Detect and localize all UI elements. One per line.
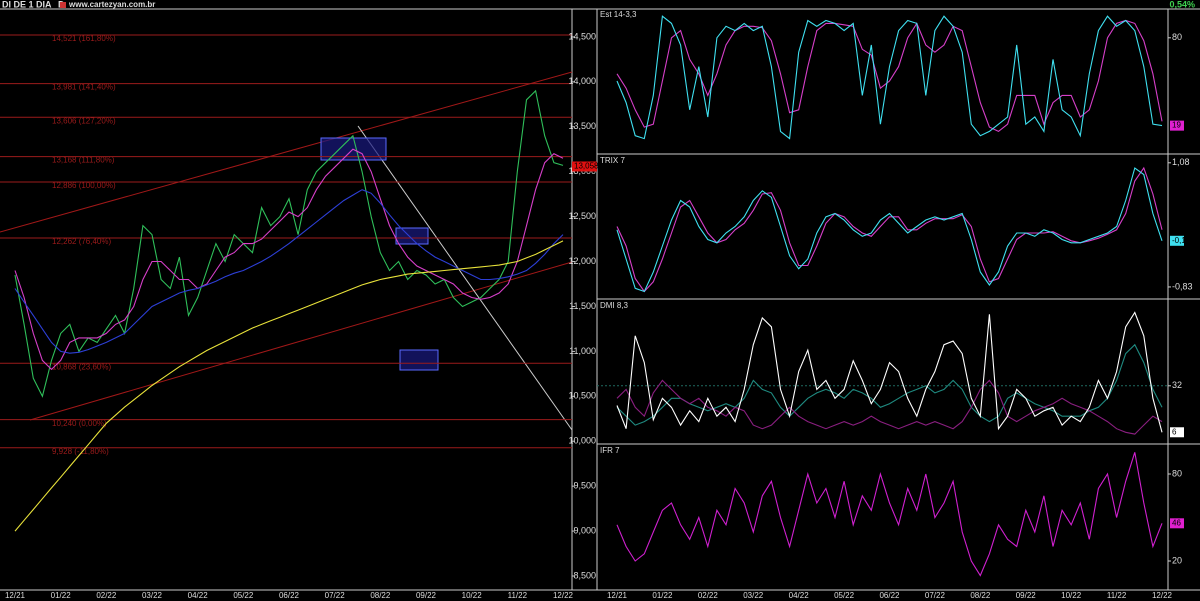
fib-label: 10,868 (23,60%) (52, 362, 111, 371)
x-tick-label: 02/22 (96, 591, 117, 600)
y-tick-label: 10,500 (568, 391, 596, 401)
x-tick-label: 02/22 (698, 591, 719, 600)
x-tick-label: 08/22 (970, 591, 991, 600)
y-tick-label: 32 (1172, 380, 1182, 390)
panel-title: TRIX 7 (600, 156, 625, 165)
x-tick-label: 11/22 (1107, 591, 1127, 600)
site-icon (60, 2, 66, 8)
value-marker-label: 46 (1172, 518, 1181, 527)
x-tick-label: 11/22 (508, 591, 528, 600)
x-tick-label: 12/21 (5, 591, 26, 600)
site: www.cartezyan.com.br (68, 0, 155, 9)
series-line (616, 167, 1163, 293)
series-line (616, 311, 1163, 433)
y-tick-label: 8,500 (573, 570, 596, 580)
x-tick-label: 06/22 (279, 591, 300, 600)
series-line (616, 19, 1163, 133)
fib-label: 14,521 (161,80%) (52, 34, 116, 43)
drawings (0, 34, 1168, 449)
y-tick-label: 20 (1172, 555, 1182, 565)
x-tick-label: 09/22 (416, 591, 437, 600)
series-line (14, 89, 564, 398)
y-tick-label: 10,000 (568, 436, 596, 446)
y-tick-label: 13,500 (568, 121, 596, 131)
y-tick-label: -0,83 (1172, 281, 1193, 291)
value-marker (1170, 427, 1184, 438)
fib-label: 10,240 (0,00%) (52, 419, 107, 428)
change: 0,54% (1169, 0, 1195, 9)
panel-title: Est 14-3,3 (600, 10, 637, 19)
fib-label: 12,262 (76,40%) (52, 237, 111, 246)
panel-title: IFR 7 (600, 446, 620, 455)
series-line (14, 240, 564, 532)
fib-label: 13,606 (127,20%) (52, 116, 116, 125)
x-tick-label: 12/22 (1152, 591, 1173, 600)
y-tick-label: 14,500 (568, 31, 596, 41)
x-tick-label: 10/22 (462, 591, 483, 600)
x-tick-label: 09/22 (1016, 591, 1037, 600)
x-tick-label: 03/22 (142, 591, 163, 600)
value-marker-label: 19 (1172, 121, 1181, 130)
x-tick-label: 04/22 (789, 591, 810, 600)
x-tick-label: 12/21 (607, 591, 628, 600)
x-tick-label: 10/22 (1061, 591, 1082, 600)
x-tick-label: 01/22 (51, 591, 72, 600)
panel-title: DMI 8,3 (600, 301, 629, 310)
zone-box (395, 227, 429, 245)
series-line (14, 148, 564, 371)
y-tick-label: 11,500 (569, 301, 596, 311)
x-tick-label: 07/22 (325, 591, 346, 600)
trend-line (357, 125, 573, 431)
x-tick-label: 06/22 (879, 591, 900, 600)
x-tick-label: 12/22 (553, 591, 574, 600)
y-tick-label: 12,500 (568, 211, 596, 221)
x-tick-label: 01/22 (652, 591, 673, 600)
value-marker-label: -0,12 (1172, 236, 1191, 245)
series-line (616, 379, 1163, 435)
series-line (616, 15, 1163, 140)
zone-box (399, 349, 439, 371)
value-marker (1170, 518, 1184, 529)
series-line (14, 189, 564, 354)
series-line (616, 452, 1163, 577)
y-tick-label: 12,000 (568, 256, 596, 266)
value-marker (1170, 235, 1184, 246)
y-tick-label: 1,08 (1172, 157, 1190, 167)
y-tick-label: 80 (1172, 468, 1182, 478)
channel-line (0, 71, 573, 233)
symbol: DI DE 1 DIA (2, 0, 52, 9)
x-tick-label: 05/22 (834, 591, 855, 600)
value-marker-label: 6 (1172, 427, 1177, 436)
value-marker-label: 13,058 (574, 162, 599, 171)
x-tick-label: 04/22 (188, 591, 209, 600)
value-marker (572, 161, 597, 172)
value-marker (1170, 120, 1184, 131)
x-tick-label: 08/22 (370, 591, 391, 600)
x-tick-label: 05/22 (233, 591, 254, 600)
y-tick-label: 14,000 (568, 76, 596, 86)
fib-label: 13,981 (141,40%) (52, 83, 116, 92)
y-tick-label: 9,500 (573, 481, 596, 491)
fib-label: 9,928 (-11,80%) (52, 447, 109, 456)
fib-label: 12,886 (100,00%) (52, 181, 116, 190)
y-tick-label: 11,000 (569, 346, 596, 356)
fib-label: 13,168 (111,80%) (52, 156, 115, 165)
series-line (616, 166, 1163, 293)
x-tick-label: 03/22 (743, 591, 764, 600)
channel-line (29, 261, 573, 421)
x-tick-label: 07/22 (925, 591, 946, 600)
y-tick-label: 9,000 (573, 525, 596, 535)
y-tick-label: 80 (1172, 32, 1182, 42)
